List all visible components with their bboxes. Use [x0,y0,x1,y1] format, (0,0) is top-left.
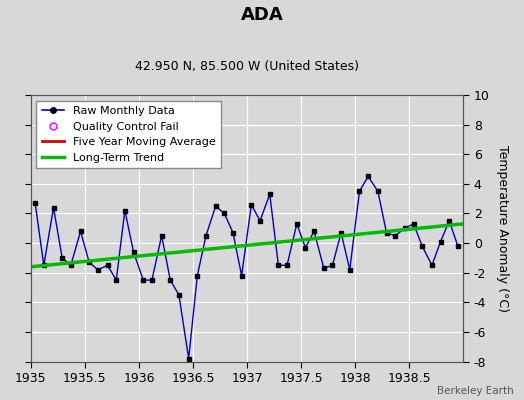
Y-axis label: Temperature Anomaly (°C): Temperature Anomaly (°C) [496,145,509,312]
Text: Berkeley Earth: Berkeley Earth [437,386,514,396]
Legend: Raw Monthly Data, Quality Control Fail, Five Year Moving Average, Long-Term Tren: Raw Monthly Data, Quality Control Fail, … [36,100,221,168]
Text: ADA: ADA [241,6,283,24]
Title: 42.950 N, 85.500 W (United States): 42.950 N, 85.500 W (United States) [135,60,359,73]
